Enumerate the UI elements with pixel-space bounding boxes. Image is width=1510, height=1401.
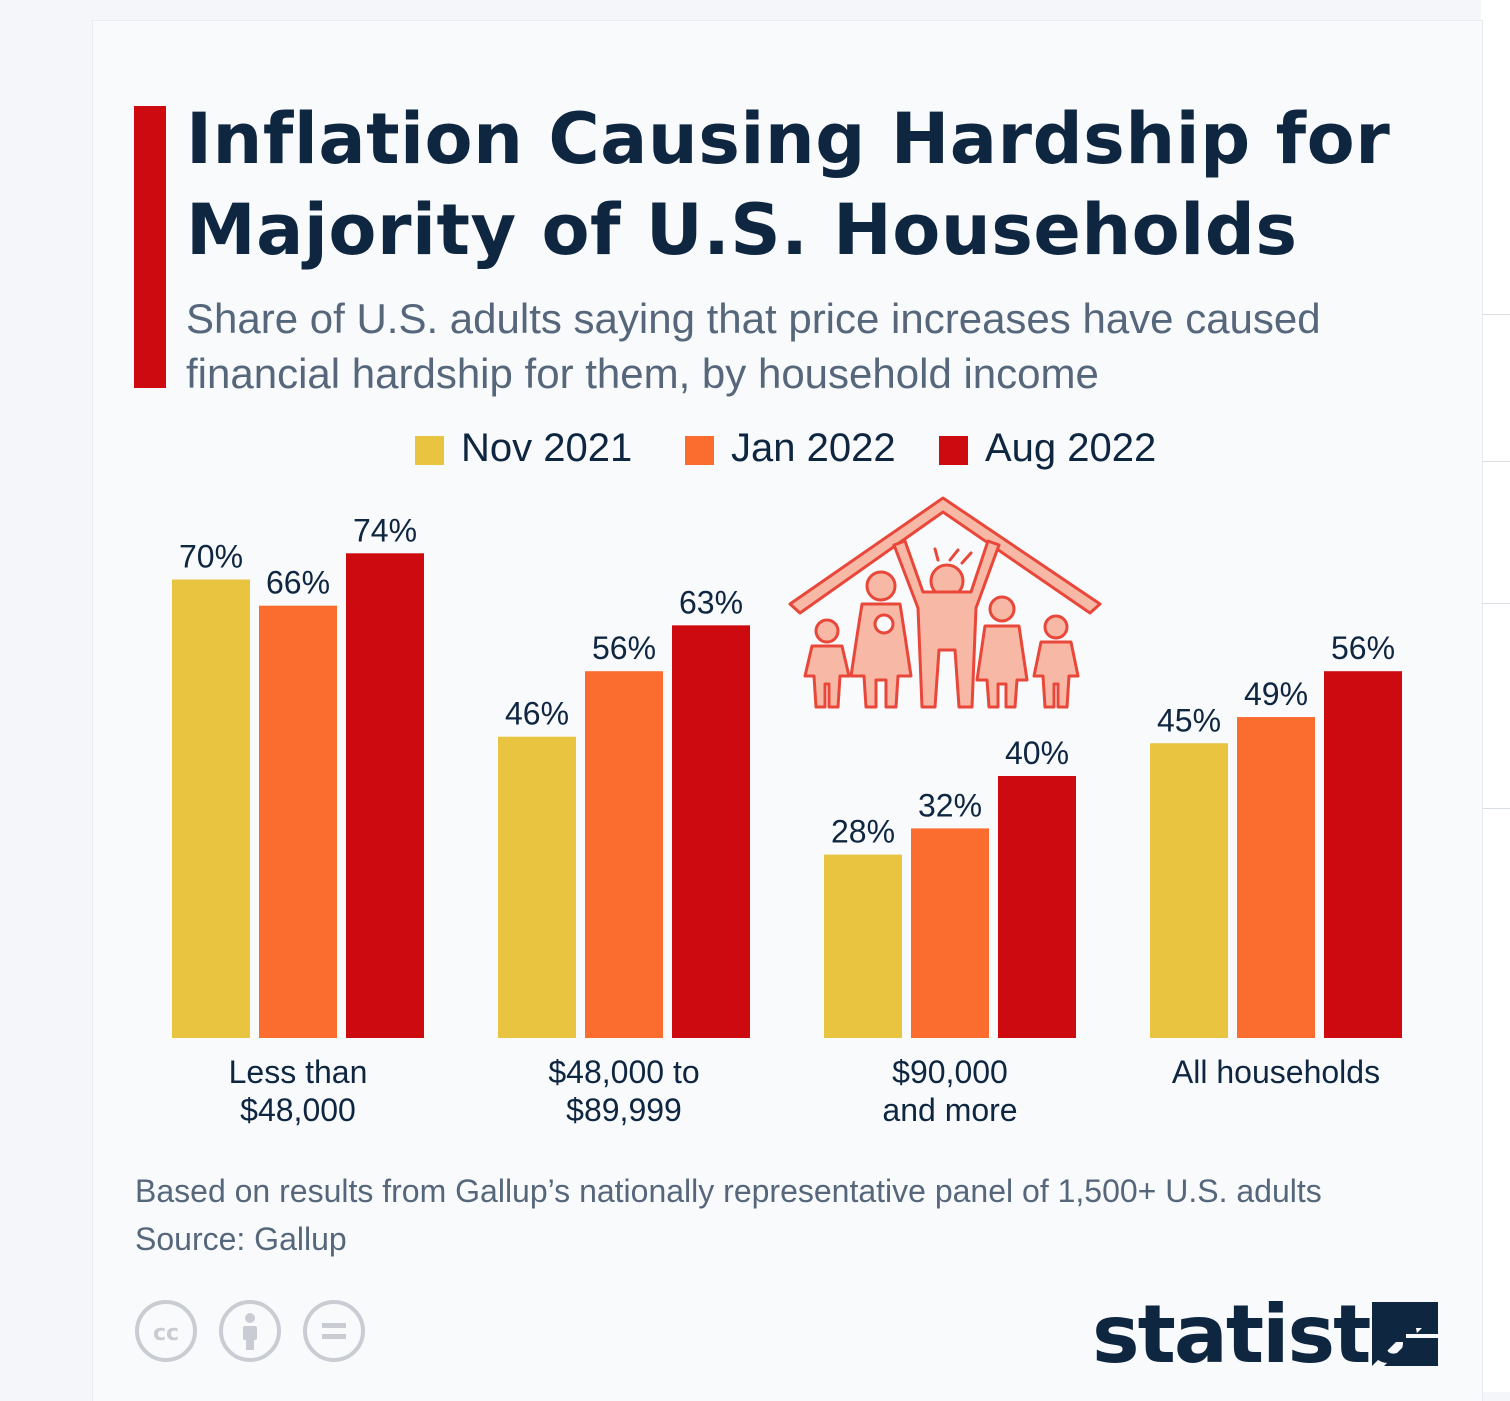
bar-value-label: 63% (679, 584, 743, 620)
bar-aug-2022-2 (998, 776, 1076, 1038)
attribution-icon[interactable] (219, 1300, 281, 1362)
bar-aug-2022-3 (1324, 671, 1402, 1038)
bar-nov-2021-0 (172, 579, 250, 1038)
no-derivatives-icon[interactable] (303, 1300, 365, 1362)
legend-swatch (415, 436, 444, 465)
legend-swatch (685, 436, 714, 465)
bar-aug-2022-1 (672, 625, 750, 1038)
bar-value-label: 56% (1331, 630, 1395, 666)
creative-commons-icon[interactable]: cc (135, 1300, 197, 1362)
chart-source: Source: Gallup (135, 1221, 347, 1257)
category-label: Less than (229, 1054, 368, 1090)
category-label: $48,000 to (548, 1054, 699, 1090)
legend-label: Nov 2021 (461, 426, 633, 470)
bar-value-label: 56% (592, 630, 656, 666)
bar-jan-2022-2 (911, 828, 989, 1038)
statista-logo-mark-icon (1372, 1302, 1438, 1366)
bar-value-label: 46% (505, 696, 569, 732)
category-labels-layer: Less than$48,000 $48,000 to$89,999 $90,000… (229, 1054, 1380, 1128)
category-label: $89,999 (566, 1092, 682, 1128)
category-label: $48,000 (240, 1092, 356, 1128)
bar-jan-2022-1 (585, 671, 663, 1038)
chart-legend: Nov 2021 Jan 2022 Aug 2022 (0, 423, 1510, 473)
bar-value-label: 74% (353, 512, 417, 548)
chart-note: Based on results from Gallup’s nationall… (135, 1173, 1322, 1209)
bar-value-label: 28% (831, 814, 895, 850)
bar-value-label: 45% (1157, 702, 1221, 738)
svg-text:cc: cc (153, 1321, 179, 1346)
category-label: All households (1172, 1054, 1380, 1090)
bar-value-label: 40% (1005, 735, 1069, 771)
bar-nov-2021-3 (1150, 743, 1228, 1038)
bar-jan-2022-0 (259, 605, 337, 1038)
chart-subtitle: Share of U.S. adults saying that price i… (186, 295, 1321, 397)
bar-nov-2021-2 (824, 854, 902, 1038)
bar-value-label: 49% (1244, 676, 1308, 712)
bar-value-label: 32% (918, 787, 982, 823)
category-label: and more (882, 1092, 1017, 1128)
bar-value-label: 66% (266, 565, 330, 601)
chart-title: Inflation Causing Hardship for Majority … (186, 98, 1391, 271)
legend-swatch (939, 436, 968, 465)
bar-jan-2022-3 (1237, 717, 1315, 1038)
title-accent-bar (134, 106, 166, 388)
value-labels-layer: 70% 66% 74% 46% 56% 63% 28% 32% 40% 45% 49% 56% (179, 512, 1395, 849)
legend-label: Aug 2022 (985, 426, 1157, 470)
bars-layer (172, 553, 1402, 1038)
page-side-rail (1481, 0, 1510, 1392)
bar-value-label: 70% (179, 539, 243, 575)
legend-label: Jan 2022 (731, 426, 896, 470)
family-house-illustration-icon (788, 496, 1102, 709)
statista-logo[interactable]: statista (1092, 1288, 1423, 1381)
category-label: $90,000 (892, 1054, 1008, 1090)
bar-nov-2021-1 (498, 736, 576, 1038)
bar-aug-2022-0 (346, 553, 424, 1038)
